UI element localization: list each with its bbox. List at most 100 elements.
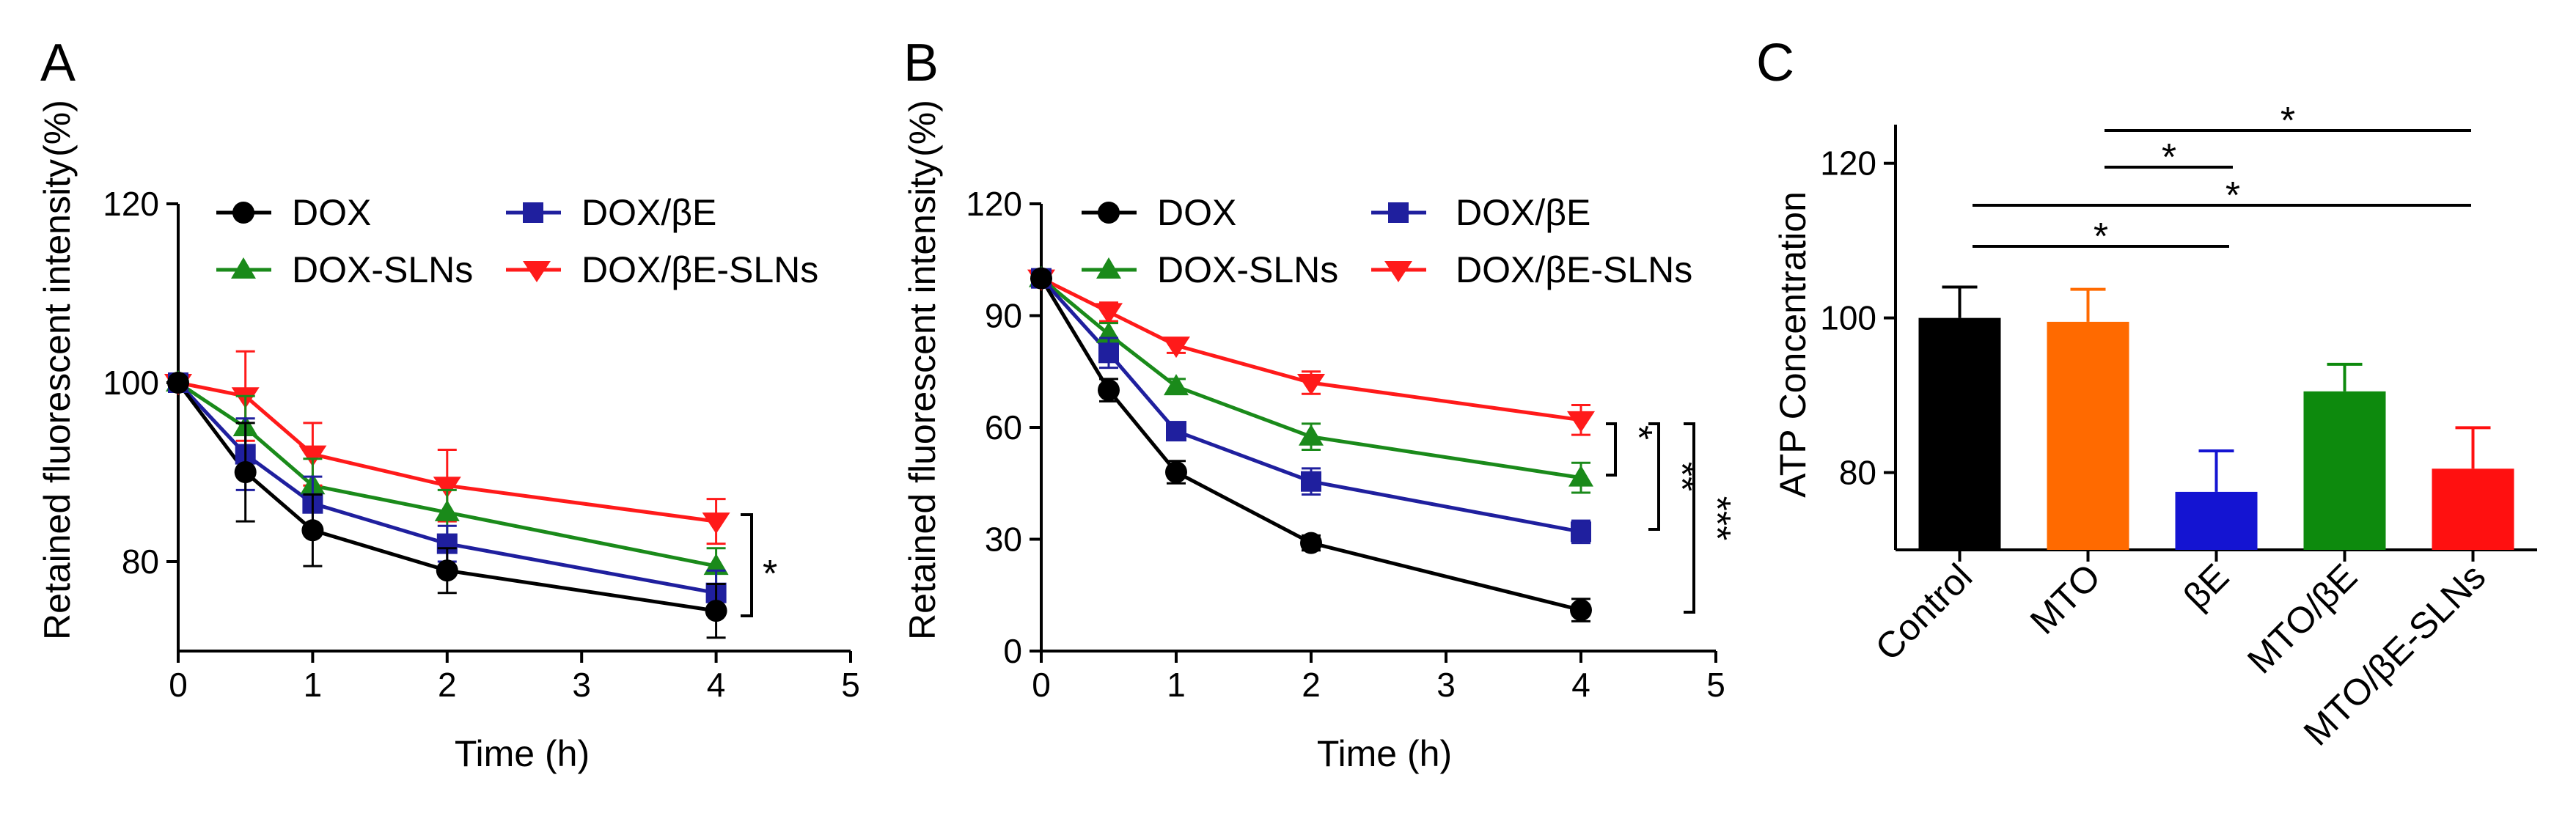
- data-point-triangle-down: [298, 445, 327, 467]
- x-tick-label: 5: [1706, 666, 1725, 704]
- significance-star-3: *: [2225, 174, 2240, 217]
- y-tick-label: 30: [985, 521, 1022, 559]
- x-tick-label: 3: [1436, 666, 1456, 704]
- x-axis-label-b: Time (h): [1317, 733, 1452, 774]
- y-axis-unit-a: (%): [37, 100, 78, 157]
- significance-star-2: *: [2162, 136, 2176, 179]
- x-tick-label: 0: [169, 666, 188, 704]
- data-point-triangle-down: [1567, 411, 1595, 433]
- legend-label: DOX/βE: [581, 192, 716, 233]
- data-point-triangle-down: [433, 477, 461, 499]
- bar: [2047, 321, 2129, 550]
- legend-a: DOX DOX/βE DOX-SLNs DOX/βE-SLNs: [216, 192, 818, 290]
- x-tick-label: 2: [1302, 666, 1321, 704]
- bar: [2303, 391, 2386, 550]
- data-point-triangle-down: [1162, 337, 1190, 359]
- legend-item-dox-slns-b: DOX-SLNs: [1082, 249, 1338, 290]
- x-tick-label-group: MTO/βE: [2239, 556, 2365, 681]
- data-point-circle: [1098, 379, 1120, 402]
- x-tick-label: MTO/βE: [2239, 556, 2365, 681]
- data-point-circle: [167, 372, 189, 394]
- panel-letter-b: B: [903, 34, 939, 92]
- legend-marker-triangle-down: [523, 261, 551, 282]
- x-tick-label: 0: [1032, 666, 1051, 704]
- panel-a: A Retained fluorescent intensity (%) Tim…: [37, 34, 860, 774]
- y-tick-label: 120: [966, 185, 1022, 223]
- legend-item-dox-be-slns-b: DOX/βE-SLNs: [1371, 249, 1692, 290]
- legend-marker-triangle-up: [231, 257, 256, 279]
- legend-item-dox-b: DOX: [1082, 192, 1236, 233]
- x-tick-label: MTO: [2022, 556, 2109, 642]
- x-tick-label-group: Control: [1868, 556, 1981, 669]
- legend-label: DOX: [292, 192, 371, 233]
- x-tick-label: Control: [1868, 556, 1981, 669]
- y-axis-label-b: Retained fluorescent intensity: [902, 159, 943, 640]
- legend-item-dox-be-slns-a: DOX/βE-SLNs: [506, 249, 818, 290]
- x-tick-label: 5: [841, 666, 860, 704]
- data-point-circle: [1030, 267, 1052, 290]
- legend-label: DOX-SLNs: [1157, 249, 1338, 290]
- y-axis-unit-b: (%): [902, 100, 943, 157]
- legend-label: DOX/βE: [1456, 192, 1590, 233]
- panel-b: B Retained fluorescent intensity (%) Tim…: [902, 34, 1738, 774]
- data-point-triangle-up: [1568, 465, 1593, 487]
- legend-marker-circle: [232, 202, 254, 224]
- bar: [2175, 491, 2258, 550]
- legend-marker-circle: [1098, 202, 1120, 224]
- data-point-square: [1301, 471, 1321, 492]
- legend-label: DOX: [1157, 192, 1236, 233]
- data-point-circle: [436, 559, 458, 582]
- significance-star-3: ***: [1695, 496, 1738, 541]
- data-point-circle: [234, 461, 257, 483]
- legend-marker-square: [523, 202, 543, 223]
- y-axis-title-a: Retained fluorescent intensity: [37, 159, 78, 640]
- y-axis-label-c: ATP Concentration: [1772, 191, 1813, 498]
- data-point-square: [1166, 421, 1186, 442]
- data-point-circle: [705, 600, 727, 622]
- panel-c: C ATP Concentration 80 100 120 Control MTO βE…: [1756, 34, 2537, 754]
- legend-b: DOX DOX/βE DOX-SLNs DOX/βE-SLNs: [1082, 192, 1692, 290]
- y-tick-label: 90: [985, 297, 1022, 335]
- significance-star-1: *: [2280, 100, 2295, 142]
- y-tick-label: 0: [1003, 632, 1022, 670]
- y-tick-label: 120: [1820, 144, 1876, 183]
- legend-label: DOX/βE-SLNs: [581, 249, 818, 290]
- bar: [2432, 468, 2514, 550]
- y-axis-label-a: Retained fluorescent intensity: [37, 159, 78, 640]
- significance-lines-c: * * * *: [1973, 100, 2471, 258]
- legend-item-dox-be-a: DOX/βE: [506, 192, 716, 233]
- y-tick-label: 60: [985, 408, 1022, 446]
- significance-star-1: *: [1617, 425, 1659, 440]
- panel-letter-a: A: [40, 34, 76, 92]
- data-point-triangle-down: [1297, 374, 1325, 395]
- legend-item-dox-slns-a: DOX-SLNs: [216, 249, 473, 290]
- data-point-triangle-up: [1299, 424, 1324, 446]
- x-tick-label: βE: [2176, 556, 2237, 617]
- x-tick-label: 4: [707, 666, 726, 704]
- y-tick-label: 100: [103, 364, 159, 402]
- significance-star: *: [763, 553, 777, 595]
- x-tick-label: 2: [438, 666, 457, 704]
- data-point-circle: [1570, 599, 1592, 622]
- x-tick-label-group: MTO: [2022, 556, 2109, 642]
- data-point-triangle-down: [1095, 303, 1123, 325]
- legend-label: DOX-SLNs: [292, 249, 473, 290]
- bar: [1918, 317, 2001, 550]
- significance-bracket-a: *: [741, 513, 777, 617]
- plot-area-a: 0 1 2 3 4 5 80 100 120: [103, 185, 860, 704]
- x-tick-label: 3: [572, 666, 591, 704]
- x-tick-label: 4: [1571, 666, 1590, 704]
- plot-area-b: 0 1 2 3 4 5 0 30 60 90 120: [966, 185, 1725, 704]
- x-axis-label-a: Time (h): [455, 733, 590, 774]
- significance-brackets-b: * ** ***: [1606, 422, 1738, 614]
- legend-label: DOX/βE-SLNs: [1456, 249, 1692, 290]
- legend-item-dox-be-b: DOX/βE: [1371, 192, 1590, 233]
- y-tick-label: 80: [1839, 454, 1876, 492]
- legend-marker-triangle-down: [1384, 261, 1412, 282]
- y-tick-label: 100: [1820, 299, 1876, 337]
- data-point-triangle-up: [1164, 374, 1189, 396]
- data-point-triangle-up: [434, 499, 460, 521]
- data-point-triangle-down: [702, 512, 730, 534]
